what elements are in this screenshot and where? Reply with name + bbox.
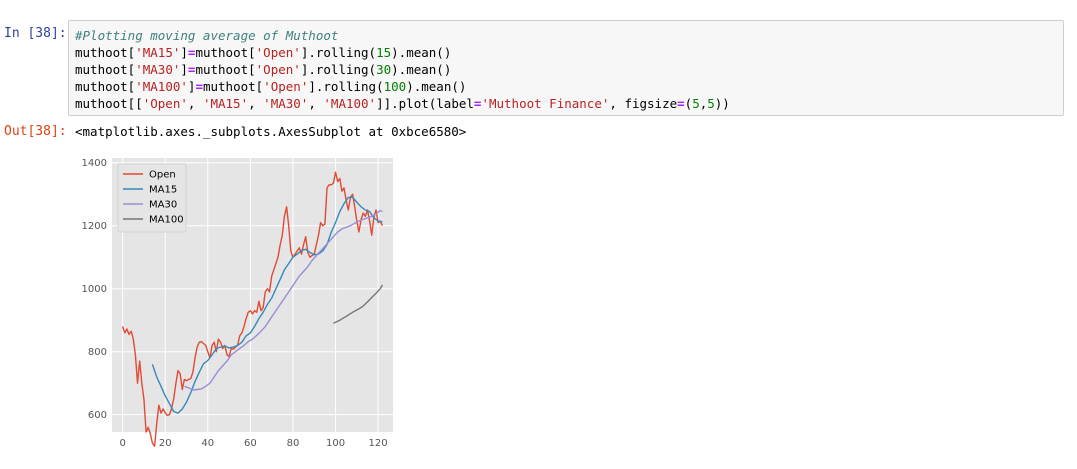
- series-line-ma30: [184, 209, 383, 391]
- legend-entry: Open: [149, 170, 176, 181]
- code-line: muthoot[['Open', 'MA15', 'MA30', 'MA100'…: [75, 95, 730, 112]
- code-token: 'Open': [142, 96, 188, 111]
- code-token: muthoot[: [202, 79, 264, 94]
- code-token: =: [195, 79, 203, 94]
- code-token: ]: [180, 62, 188, 77]
- x-tick-label: 0: [119, 438, 125, 449]
- code-token: 'MA30': [263, 96, 309, 111]
- x-tick-label: 80: [287, 438, 300, 449]
- x-tick-label: 120: [369, 438, 388, 449]
- code-token: ]: [180, 45, 188, 60]
- code-token: muthoot[: [195, 45, 256, 60]
- code-token: 15: [376, 45, 392, 60]
- code-token: ).mean(): [406, 79, 467, 94]
- code-token: muthoot[: [195, 62, 256, 77]
- code-line: muthoot['MA100']=muthoot['Open'].rolling…: [75, 78, 730, 95]
- code-line: #Plotting moving average of Muthoot: [75, 27, 730, 44]
- legend-entry: MA15: [149, 185, 177, 196]
- code-token: 'MA15': [135, 45, 181, 60]
- code-token: (: [684, 96, 693, 111]
- code-token: ].rolling(: [308, 79, 384, 94]
- code-token: #Plotting moving average of Muthoot: [75, 28, 339, 43]
- legend-box: [117, 163, 187, 233]
- legend-entry: MA30: [149, 200, 177, 211]
- code-token: 5: [707, 96, 715, 111]
- x-tick-label: 20: [159, 438, 172, 449]
- code-token: =: [187, 45, 196, 60]
- code-token: 'MA15': [202, 96, 249, 111]
- code-token: 'Open': [255, 62, 301, 77]
- code-token: ,: [187, 96, 203, 111]
- code-token: 'MA30': [135, 62, 181, 77]
- code-token: 'Open': [263, 79, 309, 94]
- code-cell-editor[interactable]: #Plotting moving average of Muthoot mutho…: [68, 20, 1064, 116]
- code-token: ,: [308, 96, 324, 111]
- code-token: ]].plot(label: [376, 96, 474, 111]
- code-token: 5: [692, 96, 700, 111]
- y-tick-label: 1200: [82, 221, 107, 232]
- code-token: muthoot[[: [75, 96, 143, 111]
- code-token: 'MA100': [135, 79, 188, 94]
- code-text[interactable]: #Plotting moving average of Muthoot mutho…: [75, 27, 730, 112]
- y-tick-label: 1400: [82, 158, 107, 169]
- code-token: muthoot[: [75, 45, 136, 60]
- series-line-open: [121, 171, 384, 447]
- y-tick-label: 600: [88, 410, 107, 421]
- code-token: ).mean(): [391, 62, 452, 77]
- code-token: )): [714, 96, 730, 111]
- code-token: 100: [383, 79, 407, 94]
- x-tick-label: 40: [201, 438, 214, 449]
- code-token: ,: [699, 96, 708, 111]
- code-line: muthoot['MA15']=muthoot['Open'].rolling(…: [75, 44, 730, 61]
- code-token: 30: [376, 62, 392, 77]
- code-token: =: [677, 96, 685, 111]
- y-tick-label: 1000: [82, 284, 107, 295]
- code-token: muthoot[: [75, 62, 136, 77]
- series-line-ma15: [151, 196, 383, 414]
- code-token: ).mean(): [391, 45, 452, 60]
- y-tick-label: 800: [88, 347, 107, 358]
- code-token: ]: [187, 79, 196, 94]
- code-token: =: [187, 62, 196, 77]
- code-token: 'Open': [255, 45, 301, 60]
- x-tick-label: 60: [244, 438, 257, 449]
- output-prompt: Out[38]:: [4, 124, 67, 139]
- output-text: <matplotlib.axes._subplots.AxesSubplot a…: [75, 124, 467, 139]
- moving-average-line-chart: 600 800 1000 1200 1400 0 20 40 60 80 100 120 Open MA1…: [82, 158, 393, 449]
- code-token: , figsize: [609, 96, 678, 111]
- series-line-ma100: [333, 284, 384, 324]
- x-tick-label: 100: [326, 438, 345, 449]
- code-token: ,: [248, 96, 264, 111]
- code-token: muthoot[: [75, 79, 136, 94]
- code-token: ].rolling(: [300, 62, 377, 77]
- code-token: ].rolling(: [300, 45, 377, 60]
- code-token: 'MA100': [323, 96, 377, 111]
- code-token: 'Muthoot Finance': [481, 96, 610, 111]
- code-line: muthoot['MA30']=muthoot['Open'].rolling(…: [75, 61, 730, 78]
- input-prompt: In [38]:: [4, 26, 67, 41]
- legend-entry: MA100: [149, 215, 184, 226]
- code-token: =: [473, 96, 482, 111]
